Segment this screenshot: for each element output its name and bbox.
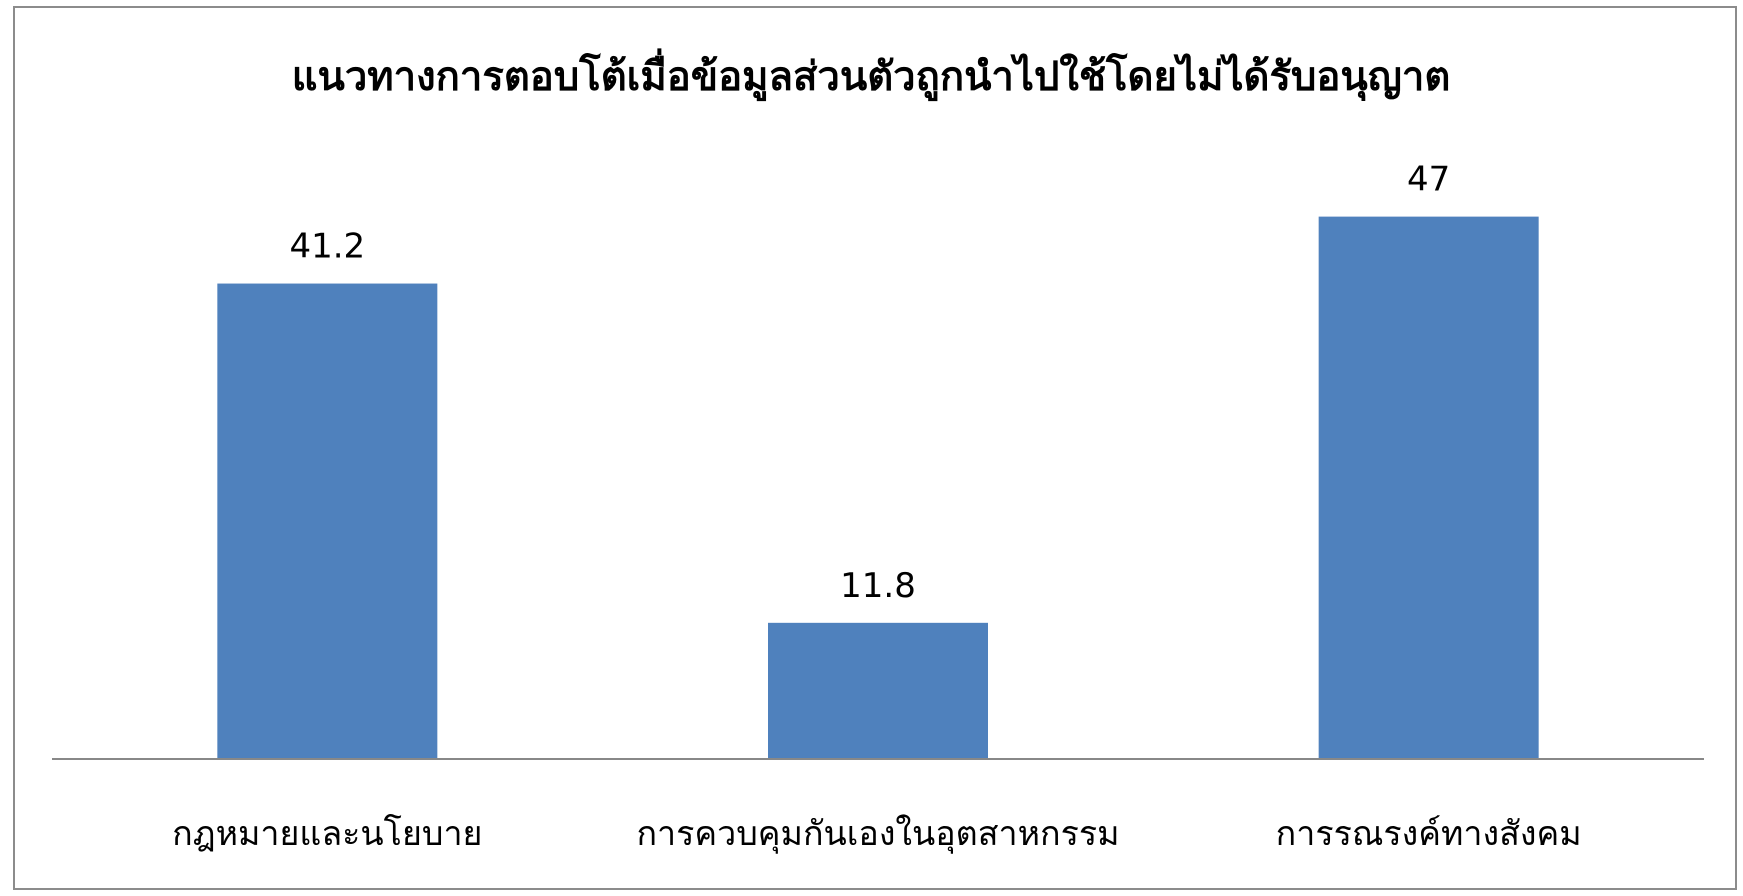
category-label-3: การรณรงค์ทางสังคม [1276, 814, 1582, 854]
data-label-3: 47 [1407, 160, 1450, 200]
bar-1 [217, 283, 438, 759]
value-labels-group: 41.2 11.8 47 [289, 160, 1450, 606]
data-label-2: 11.8 [840, 566, 916, 606]
bar-2 [768, 622, 988, 759]
data-label-1: 41.2 [289, 227, 365, 267]
category-label-2: การควบคุมกันเองในอุตสาหกรรม [636, 814, 1119, 854]
bars-group [217, 216, 1539, 759]
category-label-1: กฎหมายและนโยบาย [172, 814, 482, 854]
bar-3 [1318, 216, 1539, 759]
chart-title: แนวทางการตอบโต้เมื่อข้อมูลส่วนตัวถูกนำไป… [292, 48, 1451, 102]
category-labels-group: กฎหมายและนโยบาย การควบคุมกันเองในอุตสาหกร… [172, 814, 1581, 854]
